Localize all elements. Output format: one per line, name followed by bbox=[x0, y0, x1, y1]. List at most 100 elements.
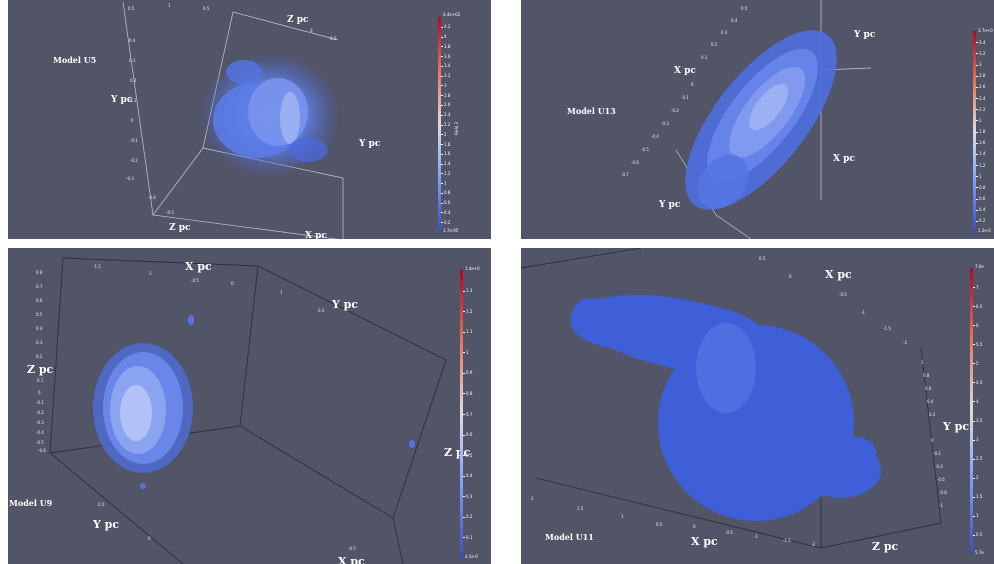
colorbar-tick-label: 0.5 bbox=[976, 532, 983, 538]
colorbar-tick-label: 0.8 bbox=[979, 184, 986, 190]
colorbar-tick-mark bbox=[441, 95, 443, 97]
colorbar-tick-mark bbox=[973, 287, 975, 289]
colorbar-max: 4.4e+02 bbox=[443, 12, 461, 17]
axis-tick: 0.8 bbox=[36, 270, 43, 275]
colorbar-tick-label: 3.6 bbox=[444, 53, 451, 59]
axis-tick: 0.5 bbox=[128, 6, 135, 11]
colorbar bbox=[973, 31, 976, 232]
colorbar-tick-label: 0.4 bbox=[979, 207, 986, 213]
colorbar-tick-label: 1.5 bbox=[976, 494, 983, 500]
colorbar-tick-label: 1.6 bbox=[979, 140, 986, 146]
axis-tick: -0.4 bbox=[148, 195, 156, 200]
colorbar-tick-mark bbox=[441, 212, 443, 214]
axis-tick: -0.5 bbox=[348, 546, 356, 551]
axis-tick: -0.5 bbox=[839, 292, 847, 297]
colorbar-tick-label: 0.9 bbox=[466, 370, 473, 376]
axis-tick: -0.3 bbox=[36, 420, 44, 425]
axis-tick: 0 bbox=[231, 281, 234, 286]
colorbar-tick-label: 1.2 bbox=[979, 162, 986, 168]
colorbar-tick-mark bbox=[976, 64, 978, 66]
axis-tick: -2 bbox=[811, 542, 815, 547]
axis-tick: 0.2 bbox=[130, 78, 137, 83]
render-view-u9[interactable] bbox=[8, 248, 491, 564]
bounding-box-u11 bbox=[521, 248, 942, 549]
colorbar-tick-mark bbox=[973, 306, 975, 308]
axis-tick: 0.6 bbox=[36, 298, 43, 303]
axis-label: Y pc bbox=[659, 200, 681, 210]
render-view-u5[interactable] bbox=[8, 0, 491, 239]
colorbar-tick-label: 0.8 bbox=[444, 190, 451, 196]
colorbar-tick-mark bbox=[463, 290, 465, 292]
colorbar-tick-mark bbox=[976, 209, 978, 211]
axis-tick: 1 bbox=[921, 360, 924, 365]
colorbar-min: 1.2e-0 bbox=[978, 228, 991, 233]
colorbar-tick-label: 0.2 bbox=[466, 514, 473, 520]
axis-tick: -0.5 bbox=[725, 530, 733, 535]
axis-tick: -1 bbox=[861, 310, 865, 315]
axis-tick: 1 bbox=[168, 3, 171, 8]
colorbar-tick-label: 3 bbox=[979, 62, 982, 67]
colorbar-tick-label: 1 bbox=[466, 349, 469, 355]
model-label: Model U13 bbox=[567, 106, 616, 116]
axis-label: X pc bbox=[691, 535, 718, 548]
colorbar-tick-label: 2 bbox=[444, 131, 447, 137]
axis-label: X pc bbox=[338, 555, 365, 564]
particle-cloud-u9 bbox=[93, 315, 415, 489]
render-view-u11[interactable] bbox=[521, 248, 994, 564]
axis-tick: 0.3 bbox=[721, 30, 728, 35]
axis-tick: 0.5 bbox=[759, 256, 766, 261]
axis-tick: 0.5 bbox=[656, 522, 663, 527]
axis-tick: -0.5 bbox=[191, 278, 199, 283]
colorbar-tick-mark bbox=[973, 382, 975, 384]
colorbar-tick-mark bbox=[463, 455, 465, 457]
colorbar-tick-label: 2.2 bbox=[979, 106, 986, 112]
axis-tick: -0.1 bbox=[681, 95, 689, 100]
colorbar-min: 1.7e-05 bbox=[443, 228, 459, 233]
axis-tick: 0.4 bbox=[129, 38, 136, 43]
panel-model-u9: Model U9 X pc Y pc Z pc Y pc Z pc X pc -… bbox=[8, 248, 491, 564]
colorbar-tick-label: 2.6 bbox=[444, 102, 451, 108]
axis-label: Z pc bbox=[287, 15, 309, 25]
axis-tick: 0.5 bbox=[741, 6, 748, 11]
colorbar-tick-mark bbox=[976, 42, 978, 44]
axis-tick: -0.3 bbox=[661, 121, 669, 126]
colorbar-tick-mark bbox=[973, 515, 975, 517]
axis-tick: 0.5 bbox=[330, 36, 337, 41]
colorbar-tick-label: 4.2 bbox=[444, 24, 451, 30]
axis-tick: 0.7 bbox=[36, 284, 43, 289]
axis-tick: -0.5 bbox=[36, 440, 44, 445]
colorbar-tick-mark bbox=[441, 134, 443, 136]
axis-tick: -0.2 bbox=[671, 108, 679, 113]
colorbar-tick-label: 3 bbox=[444, 82, 447, 88]
colorbar-tick-mark bbox=[976, 86, 978, 88]
colorbar-max: 7.6e bbox=[975, 264, 984, 269]
colorbar-tick-mark bbox=[441, 222, 443, 224]
axis-tick: -0.2 bbox=[130, 158, 138, 163]
colorbar-tick-mark bbox=[976, 176, 978, 178]
colorbar-tick-mark bbox=[463, 331, 465, 333]
colorbar-tick-label: 1.2 bbox=[444, 170, 451, 176]
axis-tick: -0.5 bbox=[166, 210, 174, 215]
axis-tick: 1 bbox=[280, 290, 283, 295]
colorbar-tick-mark bbox=[463, 496, 465, 498]
colorbar-tick-label: 4 bbox=[976, 398, 979, 404]
axis-tick: -0.3 bbox=[126, 176, 134, 181]
colorbar-tick-label: 2.4 bbox=[444, 112, 451, 118]
axis-tick: 0 bbox=[691, 82, 694, 87]
axis-tick: 0.6 bbox=[925, 386, 932, 391]
colorbar-tick-mark bbox=[463, 434, 465, 436]
axis-tick: -0.6 bbox=[631, 160, 639, 165]
colorbar-tick-label: 5 bbox=[976, 360, 979, 366]
axis-label: Y pc bbox=[854, 30, 876, 40]
colorbar-tick-mark bbox=[973, 534, 975, 536]
render-view-u13[interactable] bbox=[521, 0, 994, 239]
colorbar-tick-mark bbox=[976, 120, 978, 122]
colorbar-tick-label: 1.1 bbox=[466, 329, 473, 335]
colorbar-min: 4.5e-0 bbox=[465, 554, 478, 559]
axis-label: Y pc bbox=[359, 139, 381, 149]
colorbar bbox=[970, 268, 973, 554]
colorbar-tick-label: 2 bbox=[976, 475, 979, 481]
colorbar-tick-mark bbox=[976, 109, 978, 111]
colorbar-tick-mark bbox=[441, 75, 443, 77]
